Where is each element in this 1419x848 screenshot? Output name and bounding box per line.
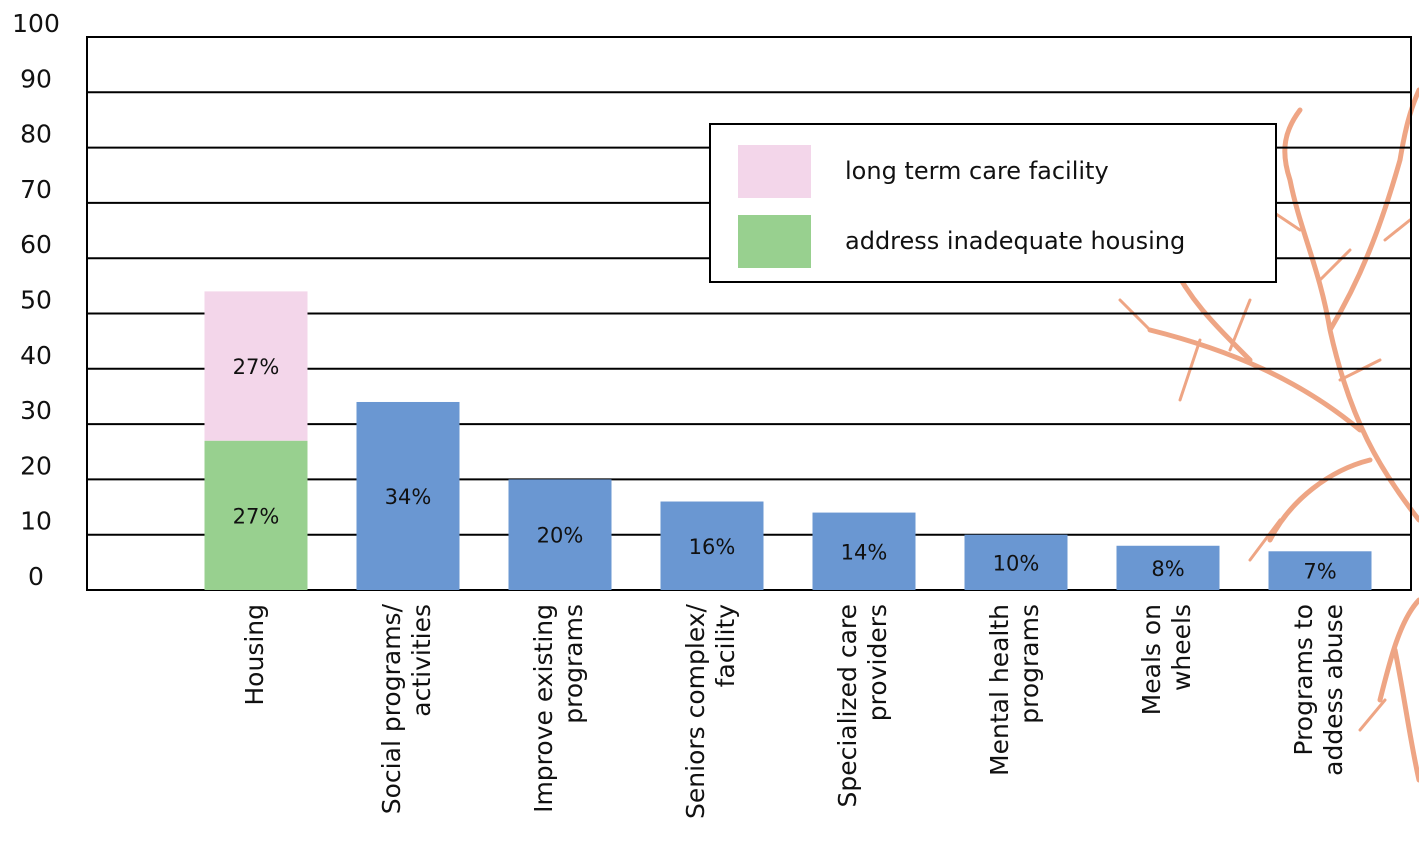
x-tick-label: Improve existing xyxy=(529,604,558,813)
y-tick-label: 50 xyxy=(20,286,52,315)
y-tick-label: 90 xyxy=(20,64,52,93)
x-tick-label: programs xyxy=(1015,604,1044,724)
y-tick-label: 80 xyxy=(20,120,52,149)
y-tick-label: 100 xyxy=(12,9,60,38)
y-tick-label: 40 xyxy=(20,341,52,370)
legend-label: long term care facility xyxy=(845,157,1109,185)
value-label: 14% xyxy=(841,540,888,564)
x-tick-label: wheels xyxy=(1167,604,1196,691)
value-label: 10% xyxy=(993,551,1040,575)
y-tick-label: 0 xyxy=(28,562,44,591)
value-label: 34% xyxy=(385,485,432,509)
y-tick-label: 70 xyxy=(20,175,52,204)
x-tick-label: providers xyxy=(863,604,892,721)
y-tick-label: 60 xyxy=(20,230,52,259)
x-tick-label: Programs to xyxy=(1289,604,1318,756)
legend-swatch xyxy=(738,215,811,268)
x-tick-label: programs xyxy=(559,604,588,724)
y-tick-label: 10 xyxy=(20,507,52,536)
legend-label: address inadequate housing xyxy=(845,227,1185,255)
legend-swatch xyxy=(738,145,811,198)
value-label: 27% xyxy=(233,504,280,528)
x-tick-label: facility xyxy=(711,604,740,688)
x-tick-label: Social programs/ xyxy=(377,603,406,814)
chart: 0 10 20 30 40 50 60 70 80 90 100 27% 27% 34% 20% 16% 14%… xyxy=(0,0,1419,848)
value-label: 16% xyxy=(689,535,736,559)
x-tick-label: addess abuse xyxy=(1319,604,1348,776)
value-label: 8% xyxy=(1151,557,1184,581)
x-tick-label: Specialized care xyxy=(833,604,862,808)
x-tick-label: Seniors complex/ xyxy=(681,603,710,819)
y-tick-label: 30 xyxy=(20,396,52,425)
value-label: 27% xyxy=(233,355,280,379)
value-label: 7% xyxy=(1303,560,1336,584)
x-tick-label: Housing xyxy=(240,604,269,706)
x-tick-label: Meals on xyxy=(1137,604,1166,715)
x-tick-label: activities xyxy=(407,604,436,717)
value-label: 20% xyxy=(537,524,584,548)
y-tick-label: 20 xyxy=(20,451,52,480)
x-tick-label: Mental health xyxy=(985,604,1014,776)
